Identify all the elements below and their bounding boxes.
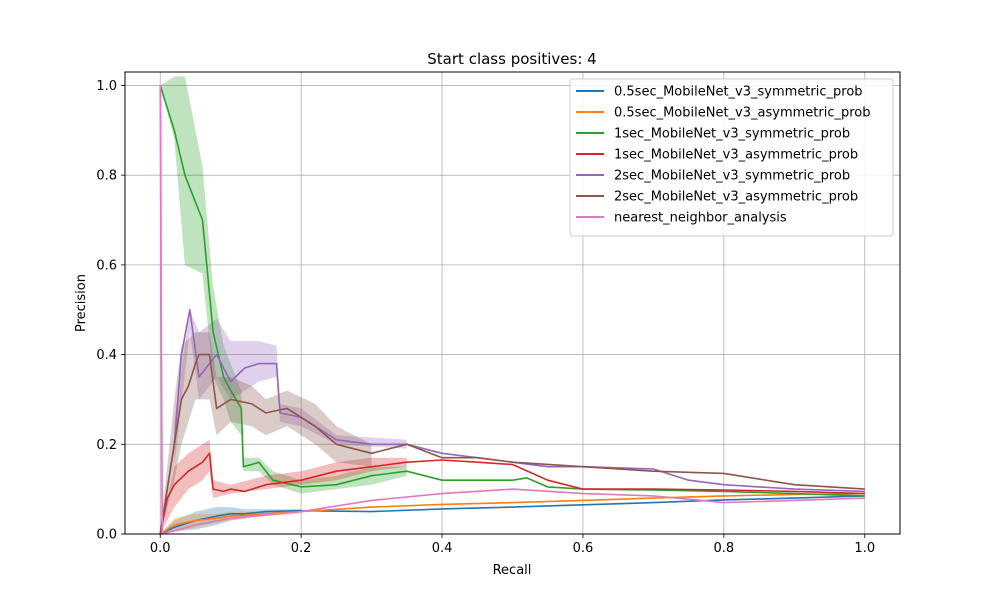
y-tick-label: 0.2 [96, 438, 117, 453]
y-axis-label: Precision [74, 274, 89, 332]
series-band-1 [160, 507, 302, 534]
chart-title: Start class positives: 4 [427, 50, 596, 68]
legend-label: 2sec_MobileNet_v3_symmetric_prob [614, 169, 850, 184]
series-line-7 [159, 85, 865, 535]
legend-label: 1sec_MobileNet_v3_symmetric_prob [614, 127, 850, 142]
series-band-5 [174, 309, 407, 467]
y-tick-label: 0.4 [96, 348, 117, 363]
series-band-4 [160, 439, 407, 534]
x-tick-label: 0.6 [573, 541, 594, 556]
x-tick-label: 0.8 [714, 541, 735, 556]
series-line-4 [159, 452, 865, 535]
series-line-3 [159, 85, 865, 497]
x-tick-label: 0.2 [291, 541, 312, 556]
legend-label: 2sec_MobileNet_v3_asymmetric_prob [614, 190, 858, 205]
y-tick-label: 0.0 [96, 528, 117, 543]
axis-ticks: 0.0 0.2 0.4 0.6 0.8 1.0 0.0 0.2 0.4 0.6 0.8 1.0 [96, 79, 875, 556]
y-tick-label: 1.0 [96, 79, 117, 94]
legend-label: 1sec_MobileNet_v3_asymmetric_prob [614, 148, 858, 163]
legend-label: 0.5sec_MobileNet_v3_asymmetric_prob [614, 106, 871, 121]
series-line-2 [159, 492, 865, 535]
x-axis-label: Recall [493, 563, 532, 578]
y-tick-label: 0.6 [96, 258, 117, 273]
legend-box [569, 78, 894, 237]
x-tick-label: 1.0 [854, 541, 875, 556]
series-band-3 [160, 76, 407, 494]
series-line-6 [159, 353, 865, 535]
legend: 0.5sec_MobileNet_v3_symmetric_prob 0.5sec… [569, 78, 894, 237]
plot-frame [124, 71, 901, 535]
x-tick-label: 0.0 [150, 541, 171, 556]
series-line-1 [159, 495, 865, 535]
legend-label: 0.5sec_MobileNet_v3_symmetric_prob [614, 85, 863, 100]
x-tick-label: 0.4 [432, 541, 453, 556]
y-tick-label: 0.8 [96, 169, 117, 184]
legend-label: nearest_neighbor_analysis [614, 211, 787, 226]
series-lines [159, 85, 865, 535]
